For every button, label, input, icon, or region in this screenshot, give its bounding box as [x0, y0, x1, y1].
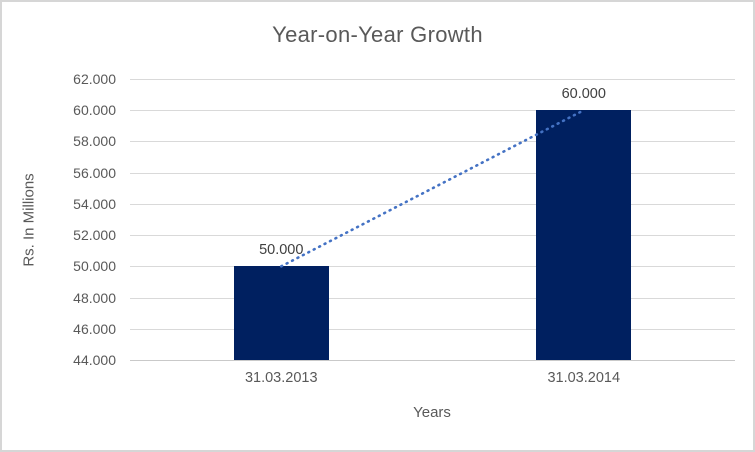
- gridline: [130, 203, 735, 205]
- bar-31.03.2013: [233, 266, 329, 360]
- y-tick-label: 44.000: [73, 352, 116, 368]
- y-tick-label: 54.000: [73, 195, 116, 212]
- gridline: [130, 79, 735, 80]
- x-axis-title: Years: [413, 404, 451, 421]
- chart-title: Year-on-Year Growth: [272, 22, 483, 47]
- y-tick-label: 52.000: [73, 227, 116, 244]
- y-tick-label: 50.000: [73, 258, 116, 275]
- gridline: [130, 266, 735, 268]
- data-label: 50.000: [259, 242, 304, 259]
- plot-area: 50.000 60.000: [130, 79, 735, 361]
- y-tick-label: 56.000: [73, 164, 116, 181]
- bar-31.03.2014: [536, 110, 632, 360]
- gridline: [130, 360, 735, 361]
- y-tick-label: 60.000: [73, 102, 116, 119]
- x-tick-label: 31.03.2014: [547, 370, 621, 386]
- gridline: [130, 141, 735, 143]
- x-tick-label: 31.03.2013: [244, 370, 318, 386]
- y-tick-label: 46.000: [73, 320, 116, 337]
- gridline: [130, 110, 735, 112]
- y-tick-label: 48.000: [73, 289, 116, 306]
- gridline: [130, 297, 735, 299]
- gridline: [130, 235, 735, 237]
- y-tick-label: 62.000: [73, 71, 116, 87]
- gridline: [130, 172, 735, 174]
- trendline-layer: [279, 108, 586, 268]
- y-tick-label: 58.000: [73, 133, 116, 150]
- data-label: 60.000: [561, 86, 606, 103]
- trendline: [279, 108, 586, 268]
- gridline: [130, 328, 735, 330]
- y-axis-title: Rs. In Millions: [20, 173, 38, 267]
